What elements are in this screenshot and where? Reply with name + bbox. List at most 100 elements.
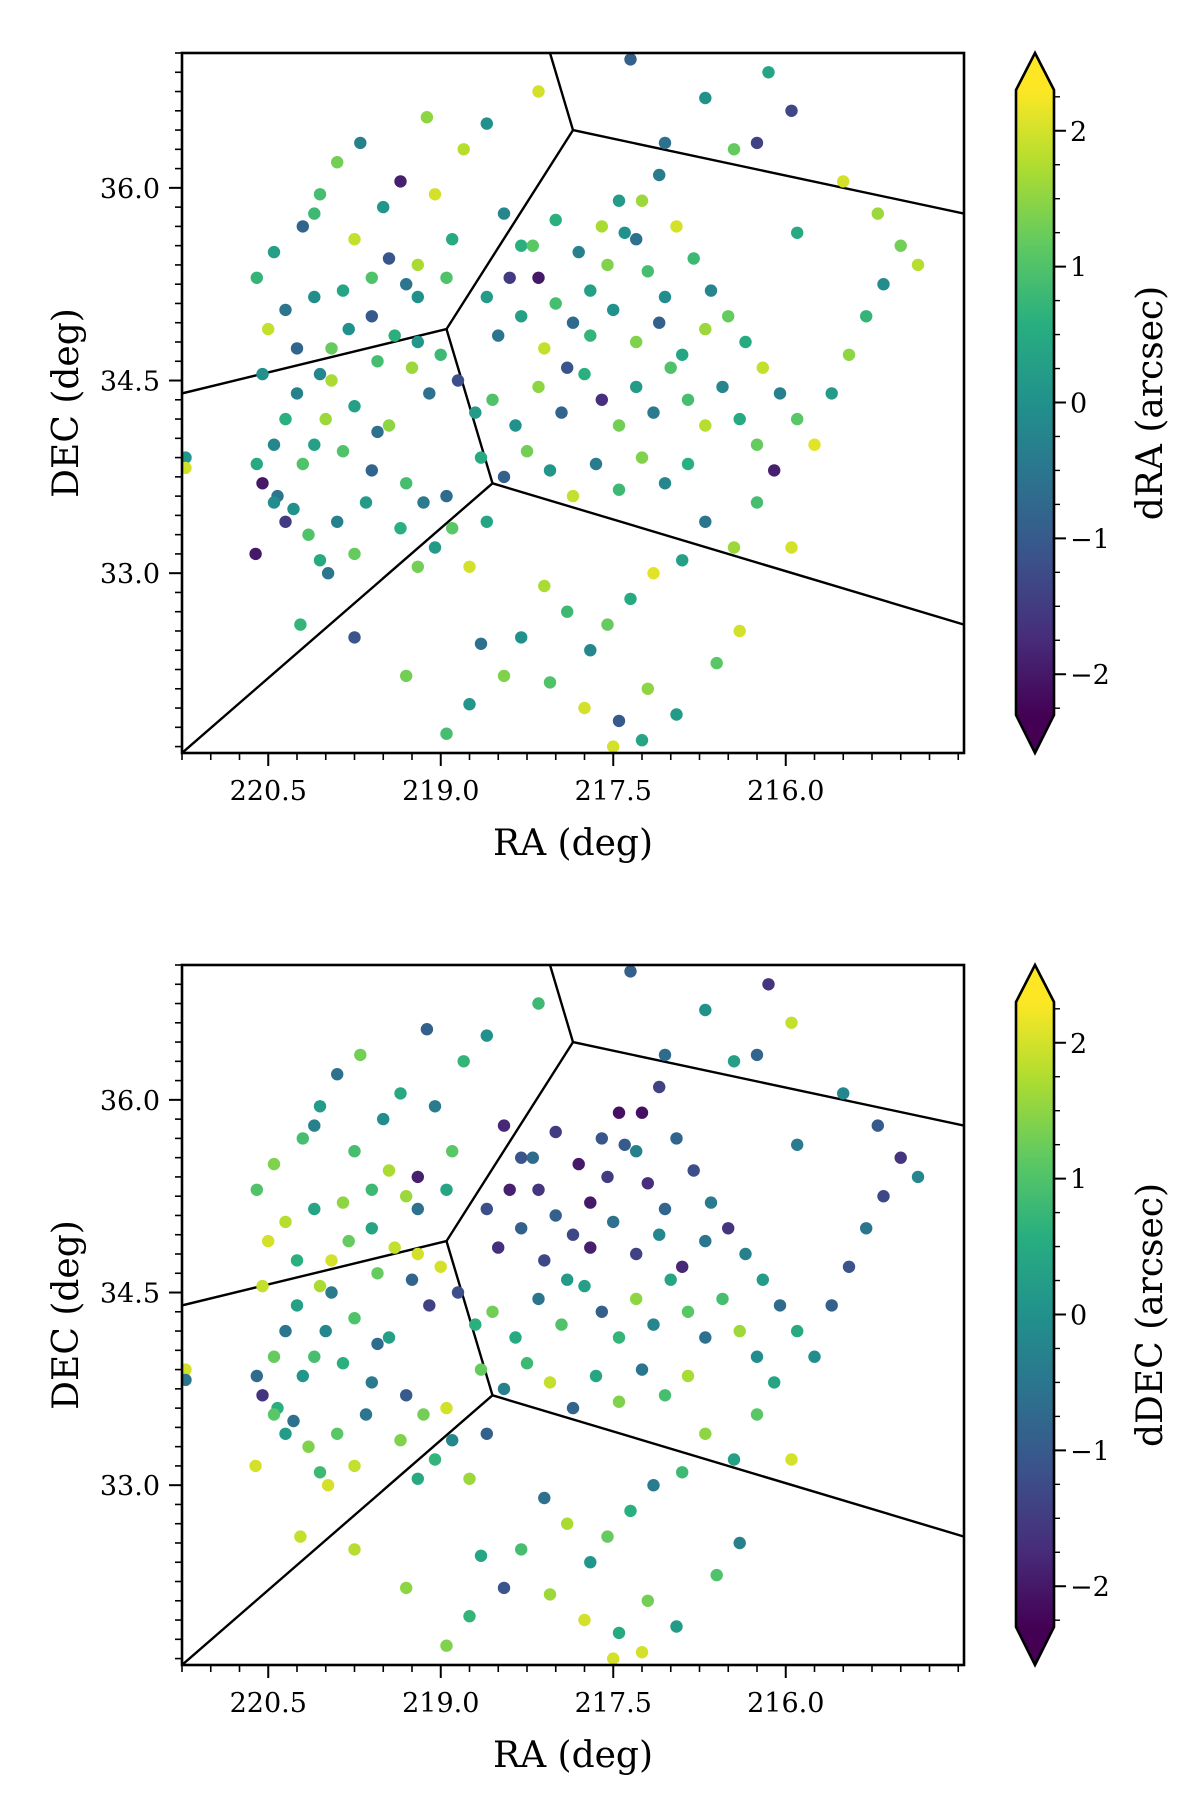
data-point [382,1164,396,1177]
axes-frame [180,51,966,755]
data-point [653,316,666,329]
data-point [785,104,798,118]
data-point [480,1427,493,1440]
data-point [342,322,355,336]
chart-dra: 220.5 219.0 217.5 216.0 36.0 34.5 33.0 RA (de… [46,50,1171,864]
data-point [750,438,764,451]
x-tick-label: 220.5 [230,776,307,807]
x-tick-label: 217.5 [575,776,652,807]
data-point [497,1382,511,1396]
data-point [578,367,591,381]
data-point [492,1241,505,1254]
data-point [486,1305,499,1318]
data-point [308,207,321,220]
data-point [699,1234,712,1248]
data-point [607,740,620,753]
data-point [474,637,488,650]
data-point [480,1029,493,1042]
x-tick-label: 217.5 [575,1688,652,1719]
data-point [279,1324,292,1338]
data-point [871,1119,884,1132]
data-point [365,310,378,323]
data-point [440,1401,453,1415]
colorbar-extend-max [1016,965,1054,1002]
data-point [635,1646,649,1659]
data-point [279,515,292,528]
data-point [762,978,775,991]
data-point [561,605,574,618]
data-point [446,233,459,246]
data-point [733,412,746,426]
data-point [704,284,718,297]
data-point [423,387,436,400]
data-point [733,624,746,638]
data-point [348,631,361,644]
data-point [308,290,321,304]
data-point [601,618,614,631]
data-point [371,1337,384,1351]
data-point [658,1048,672,1062]
data-point [572,245,585,259]
y-axis-label: DEC (deg) [46,308,87,498]
data-point [428,1453,442,1466]
data-point [578,1613,591,1627]
data-point [584,644,597,657]
data-point [716,1292,729,1306]
x-tick-label: 216.0 [747,1688,824,1719]
data-point [348,1145,361,1158]
boundary-line [548,53,964,215]
data-point [463,1472,476,1485]
data-point [520,445,534,458]
data-point [480,290,493,304]
data-point [446,1145,459,1158]
data-point [348,1312,361,1325]
data-point [296,1369,309,1383]
data-point [860,1222,873,1235]
data-point [566,489,580,503]
data-point [699,1427,712,1440]
data-point [722,310,735,323]
data-point [773,1299,787,1312]
data-point [400,1190,413,1203]
data-point [394,1434,407,1447]
data-point [256,1279,269,1293]
data-point [750,496,764,509]
data-point [308,438,321,451]
data-point [595,393,608,406]
chart-ddec: 220.5 219.0 217.5 216.0 36.0 34.5 33.0 RA (de… [46,962,1171,1776]
data-point [290,1254,304,1267]
data-point [474,451,488,464]
data-point [440,489,453,503]
data-point [302,1440,315,1453]
data-point [584,284,597,297]
data-point [911,1170,925,1184]
data-point [313,1279,327,1293]
data-point [750,136,764,150]
data-point [313,367,327,381]
data-point [773,387,787,400]
data-point [451,1286,465,1299]
data-point [727,143,741,156]
data-point [785,541,798,554]
data-point [532,380,545,394]
colorbar-tick-label: −2 [1070,1572,1110,1603]
data-point [308,1350,321,1363]
data-point [785,1453,798,1466]
colorbar-tick-label: 2 [1070,117,1087,148]
data-point [676,348,689,361]
data-point [325,374,338,387]
data-point [290,1299,304,1312]
data-point [509,1331,522,1344]
data-point [497,207,511,220]
data-point [359,496,373,509]
colorbar-gradient [1016,1002,1054,1627]
data-point [342,1234,355,1248]
data-point [331,1427,344,1440]
data-point [538,1254,551,1267]
data-point [294,1530,307,1543]
data-point [584,1556,597,1569]
y-tick-label: 36.0 [100,174,160,205]
data-point [365,464,378,477]
colorbar-label: dRA (arcsec) [1130,286,1171,520]
data-point [825,387,838,400]
